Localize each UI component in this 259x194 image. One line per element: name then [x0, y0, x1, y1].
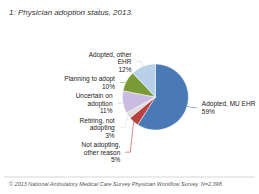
- svg-text:EHR: EHR: [118, 58, 132, 65]
- svg-text:adoption: adoption: [87, 99, 113, 107]
- svg-text:5%: 5%: [111, 156, 121, 163]
- svg-text:10%: 10%: [102, 83, 115, 90]
- svg-text:1: Physician adoption status,: 1: Physician adoption status, 2013.: [9, 8, 133, 17]
- svg-text:Retiring, not: Retiring, not: [79, 116, 115, 124]
- svg-text:Planning to adopt: Planning to adopt: [64, 75, 115, 83]
- svg-text:other reason: other reason: [84, 149, 121, 156]
- svg-text:3%: 3%: [105, 132, 115, 139]
- svg-text:© 2013 National Ambulatory Med: © 2013 National Ambulatory Medical Care …: [9, 181, 223, 187]
- svg-text:Not adopting,: Not adopting,: [81, 141, 121, 149]
- svg-text:12%: 12%: [118, 66, 131, 73]
- svg-text:Adopted, other: Adopted, other: [88, 50, 132, 58]
- svg-text:11%: 11%: [100, 107, 113, 114]
- svg-text:Adopted, MU EHR: Adopted, MU EHR: [201, 100, 256, 108]
- svg-text:59%: 59%: [202, 108, 215, 115]
- svg-text:adopting: adopting: [89, 124, 115, 132]
- svg-text:Uncertain on: Uncertain on: [76, 92, 113, 99]
